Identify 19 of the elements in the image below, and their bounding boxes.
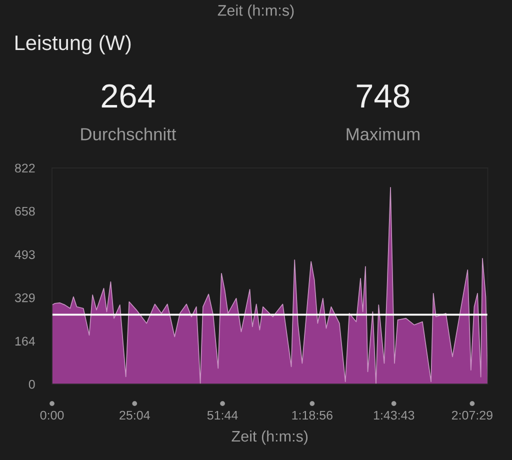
chart-title: Leistung (W) bbox=[16, 34, 131, 54]
x-tick-label: 0:00 bbox=[40, 410, 64, 420]
text: Zeit (h:m:s) bbox=[218, 4, 294, 19]
y-tick-label: 329 bbox=[14, 293, 35, 302]
text: 748 bbox=[356, 84, 410, 108]
y-tick-label: 658 bbox=[15, 206, 35, 216]
x-tick-label: 1:43:43 bbox=[374, 410, 414, 420]
x-tick-label: 51:44 bbox=[207, 410, 238, 420]
text: Durchschnitt bbox=[81, 128, 176, 140]
y-tick-label: 164 bbox=[15, 336, 35, 346]
y-tick-label: 493 bbox=[14, 250, 35, 260]
y-tick-label: 822 bbox=[15, 164, 35, 173]
text: 264 bbox=[102, 84, 155, 108]
x-tick-label: 1:18:56 bbox=[292, 410, 332, 420]
x-axis-title: Zeit (h:m:s) bbox=[232, 430, 308, 445]
y-tick-label: 0 bbox=[28, 380, 35, 389]
text: Maximum bbox=[346, 128, 420, 140]
x-tick-label: 25:04 bbox=[120, 410, 150, 420]
x-tick-label: 2:07:29 bbox=[452, 410, 492, 420]
